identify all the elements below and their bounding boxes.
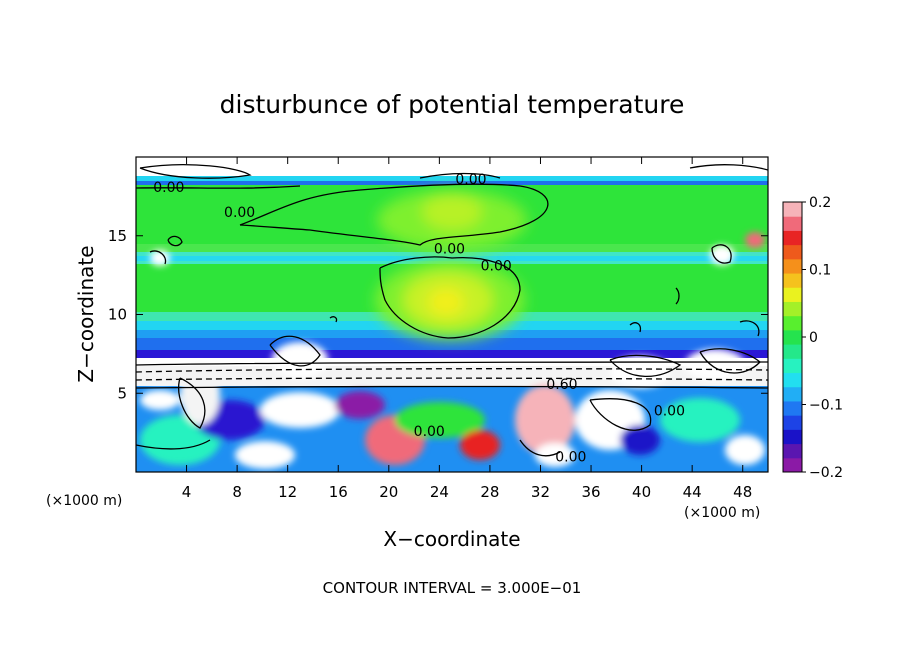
x-unit-right: (×1000 m) (684, 505, 760, 521)
colorbar-segment (783, 429, 802, 445)
contour-label: 0.00 (153, 180, 184, 196)
y-tick-label: 10 (108, 306, 127, 324)
x-tick-label: 20 (379, 483, 398, 501)
x-tick-label: 4 (182, 483, 192, 501)
contour-label: 0.00 (434, 241, 465, 257)
contour-label: 0.00 (481, 259, 512, 275)
contour-interval-note: CONTOUR INTERVAL = 3.000E−01 (323, 579, 582, 597)
colorbar-segment (783, 329, 802, 345)
y-tick-label: 5 (117, 384, 127, 402)
colorbar-segment (783, 372, 802, 388)
x-tick-label: 44 (683, 483, 702, 501)
colorbar-segment (783, 457, 802, 473)
x-tick-label: 32 (531, 483, 550, 501)
x-tick-label: 36 (581, 483, 600, 501)
colorbar-segment (783, 400, 802, 416)
heatmap-field (136, 157, 768, 472)
colorbar: 0.2 0.1 0 −0.1 −0.2 (782, 195, 843, 481)
colorbar-tick-label: 0 (809, 330, 818, 346)
colorbar-segment (783, 273, 802, 288)
colorbar-tick-label: 0.2 (809, 195, 831, 211)
x-tick-label: 24 (430, 483, 449, 501)
x-tick-label: 16 (329, 483, 348, 501)
chart-title: disturbunce of potential temperature (220, 90, 685, 119)
colorbar-segment (783, 244, 802, 260)
x-ticks: 4 8 12 16 20 24 28 32 36 40 44 48 (182, 157, 752, 501)
colorbar-segment (783, 315, 802, 331)
x-tick-label: 40 (632, 483, 651, 501)
contour-label: 0.00 (224, 205, 255, 221)
colorbar-segment (783, 386, 802, 402)
colorbar-segment (783, 258, 802, 274)
colorbar-segment (783, 287, 802, 302)
colorbar-segment (783, 216, 802, 231)
colorbar-segment (783, 443, 802, 459)
colorbar-tick-label: −0.1 (809, 398, 843, 414)
y-axis-label: Z−coordinate (74, 245, 98, 382)
colorbar-tick-label: −0.2 (809, 465, 843, 481)
y-ticks: 5 10 15 (108, 227, 768, 402)
contour-label: 0.00 (414, 424, 445, 440)
x-unit-left: (×1000 m) (46, 493, 122, 509)
x-tick-label: 48 (733, 483, 752, 501)
contour-label: 0.00 (555, 449, 586, 465)
contour-label: 0.00 (455, 172, 486, 188)
colorbar-segment (783, 344, 802, 359)
contour-labels: 0.00 0.00 0.00 0.00 0.00 0.60 0.00 0.00 0.00 (153, 172, 685, 465)
x-tick-label: 8 (232, 483, 242, 501)
colorbar-segment (783, 358, 802, 374)
x-axis-label: X−coordinate (383, 527, 520, 551)
contour-label: 0.00 (654, 404, 685, 420)
colorbar-segment (783, 301, 802, 317)
colorbar-tick-label: 0.1 (809, 263, 831, 279)
colorbar-segment (783, 415, 802, 430)
y-tick-label: 15 (108, 227, 127, 245)
x-tick-label: 28 (480, 483, 499, 501)
colorbar-segment (783, 230, 802, 246)
x-tick-label: 12 (278, 483, 297, 501)
contour-label: 0.60 (546, 377, 577, 393)
colorbar-segment (783, 202, 802, 217)
